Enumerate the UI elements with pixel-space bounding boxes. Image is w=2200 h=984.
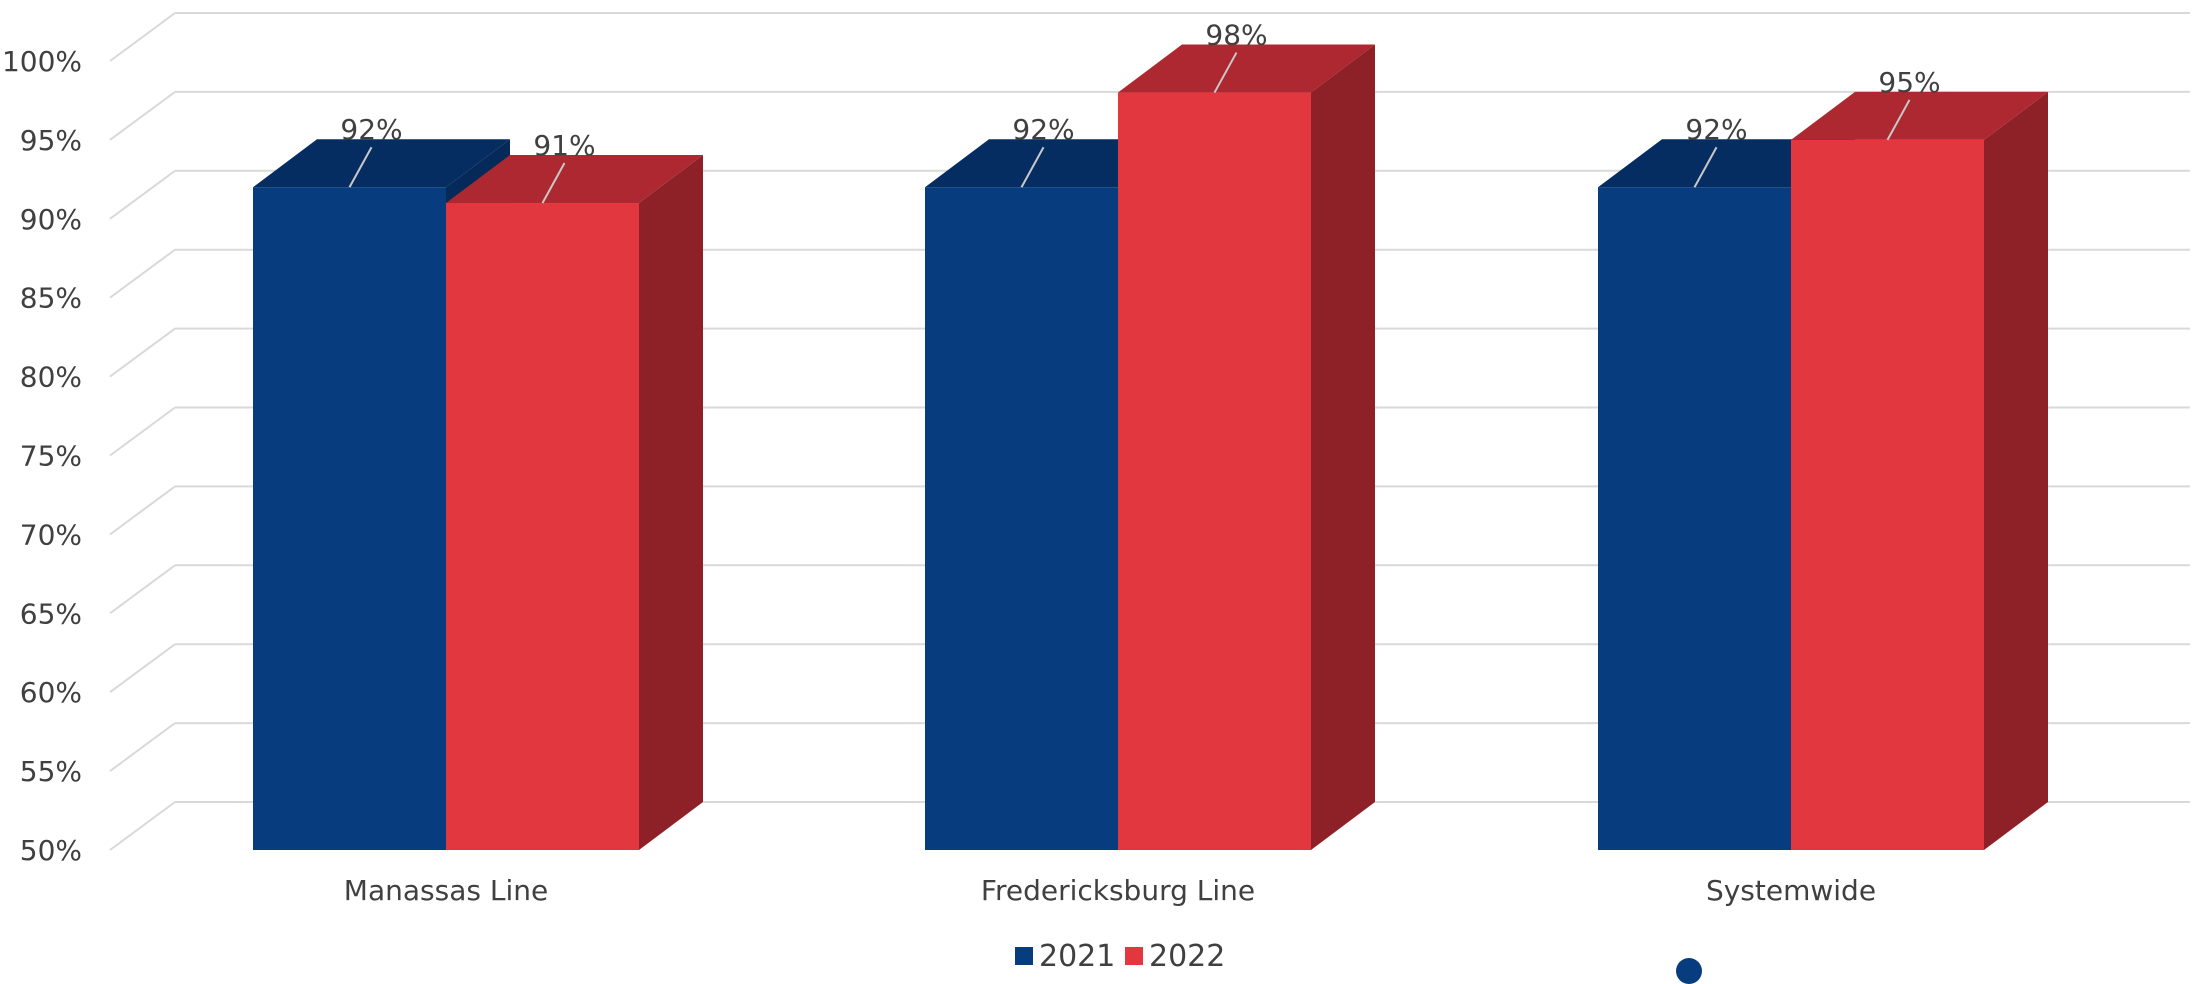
gridline-diagonal [109, 485, 176, 536]
bar-side [1984, 91, 2048, 850]
leader-line [348, 146, 373, 188]
y-tick-label: 100% [2, 45, 82, 78]
legend-swatch [1125, 947, 1143, 965]
bar-front [1118, 92, 1311, 850]
y-tick-label: 90% [20, 203, 82, 236]
gridline-diagonal [109, 327, 176, 378]
data-label: 92% [1685, 113, 1747, 146]
bar-top [1791, 91, 2048, 140]
bars [253, 44, 2048, 851]
bar-front [446, 203, 639, 850]
x-axis: Manassas Line Fredericksburg Line Systemwi… [344, 874, 1876, 907]
leader-line [1020, 146, 1045, 188]
bar-front [253, 187, 446, 851]
y-axis: 50% 55% 60% 65% 70% 75% 80% 85% 90% 95% 100% [2, 45, 82, 867]
data-label: 91% [533, 129, 595, 162]
bar-front [1598, 187, 1791, 851]
gridline-diagonal [109, 801, 176, 851]
bar-front [1791, 139, 1984, 850]
leader-line [1886, 99, 1911, 141]
y-tick-label: 50% [20, 834, 82, 867]
y-tick-label: 60% [20, 676, 82, 709]
bar-top [253, 139, 510, 188]
category-label: Fredericksburg Line [981, 874, 1255, 907]
y-tick-label: 70% [20, 518, 82, 551]
gridline-diagonal [109, 722, 176, 772]
bar-2022-0 [446, 155, 703, 850]
y-tick-label: 75% [20, 440, 82, 473]
bar-2022-2 [1791, 91, 2048, 850]
leader-line [1693, 146, 1718, 188]
data-label: 92% [340, 113, 402, 146]
bar-2022-1 [1118, 44, 1375, 851]
data-label: 98% [1205, 19, 1267, 52]
gridline-diagonal [109, 643, 176, 694]
y-tick-label: 85% [20, 282, 82, 315]
decorative-dot [1676, 958, 1702, 984]
gridline-diagonal [109, 406, 176, 457]
legend: 2021 2022 [1015, 939, 1225, 968]
category-label: Systemwide [1706, 874, 1876, 907]
bar-top [446, 155, 703, 204]
bar-top [1118, 44, 1375, 93]
y-tick-label: 65% [20, 597, 82, 630]
y-tick-label: 80% [20, 361, 82, 394]
leader-line [1213, 52, 1238, 94]
gridline-diagonal [109, 169, 176, 220]
gridline-diagonal [109, 12, 176, 62]
bar-side [639, 155, 703, 850]
y-tick-label: 95% [20, 124, 82, 157]
category-label: Manassas Line [344, 874, 548, 907]
legend-label: 2021 [1039, 939, 1115, 968]
bar-side [1311, 44, 1375, 851]
data-labels: 92% 91% 92% 98% 92% 95% [340, 19, 1941, 204]
gridline-diagonal [109, 91, 176, 141]
leader-line [541, 162, 566, 204]
data-label: 95% [1878, 66, 1940, 99]
y-tick-label: 55% [20, 755, 82, 788]
bar-top [925, 139, 1182, 188]
gridline-diagonal [109, 248, 176, 299]
legend-swatch [1015, 947, 1033, 965]
bar-top [1598, 139, 1855, 188]
data-label: 92% [1012, 113, 1074, 146]
legend-label: 2022 [1149, 939, 1225, 968]
bar-front [925, 187, 1118, 851]
gridline-diagonal [109, 564, 176, 615]
